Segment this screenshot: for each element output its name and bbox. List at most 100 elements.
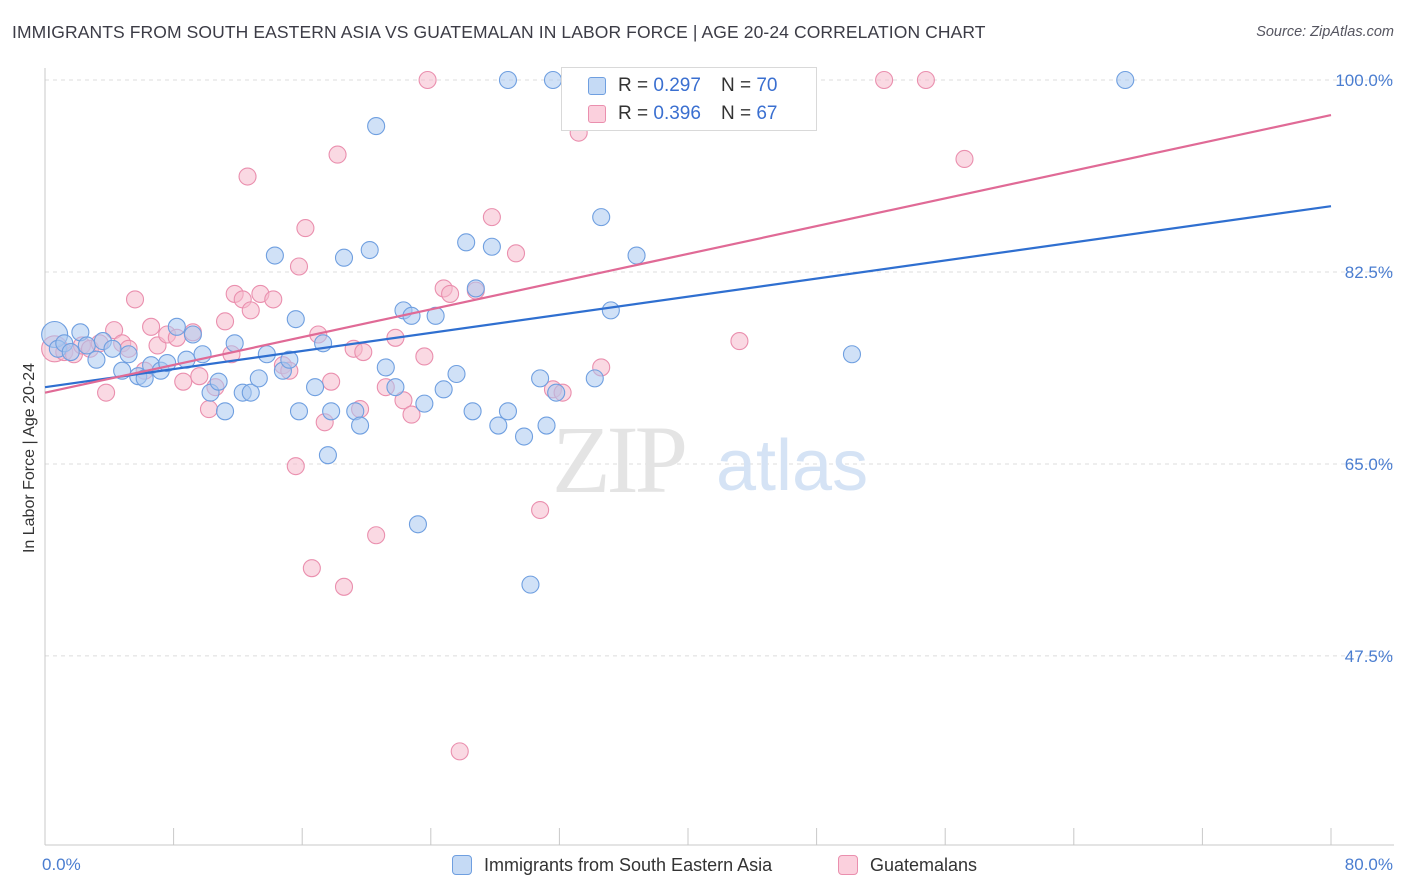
- sea-point: [547, 383, 566, 402]
- guatemalan-point: [415, 347, 434, 366]
- guatemalan-point: [506, 244, 526, 263]
- sea-point: [376, 358, 395, 377]
- sea-point: [537, 416, 556, 435]
- sea-point: [225, 334, 244, 353]
- sea-point: [334, 248, 354, 267]
- sea-point: [209, 372, 228, 391]
- y-axis-label: In Labor Force | Age 20-24: [21, 363, 38, 553]
- legend-n-label: N =: [720, 103, 752, 124]
- legend-swatch-guatemalans: [588, 105, 606, 123]
- guatemalan-point: [286, 457, 305, 476]
- sea-point: [447, 364, 466, 384]
- sea-point: [498, 402, 518, 421]
- sea-point: [585, 369, 604, 388]
- guatemalan-point: [354, 343, 373, 362]
- sea-point: [482, 237, 501, 256]
- sea-point: [351, 416, 370, 435]
- bottom-legend-label-sea: Immigrants from South Eastern Asia: [484, 854, 773, 875]
- sea-point: [61, 343, 80, 362]
- guatemalan-point: [441, 284, 460, 303]
- legend-r-label: R =: [618, 75, 649, 96]
- sea-point: [627, 246, 646, 265]
- sea-point: [306, 378, 325, 397]
- guatemalan-point: [875, 70, 894, 90]
- guatemalan-point: [125, 290, 145, 309]
- sea-trend-line: [44, 205, 1332, 389]
- bottom-legend-label-guatemalans: Guatemalans: [870, 854, 978, 875]
- guatemalan-point: [264, 290, 283, 309]
- guatemalan-point: [302, 559, 321, 578]
- sea-point: [489, 416, 508, 435]
- legend-swatch-sea: [588, 77, 606, 95]
- guatemalan-point: [296, 219, 315, 238]
- sea-point: [463, 402, 482, 421]
- grid-layer: [45, 79, 1394, 657]
- sea-point: [77, 336, 96, 355]
- sea-point: [183, 325, 202, 344]
- trend-lines: [44, 114, 1332, 394]
- legend-r-value: 0.297: [653, 75, 701, 96]
- watermark-zip: ZIP: [552, 406, 685, 513]
- sea-point: [842, 345, 862, 364]
- guatemalan-point: [142, 317, 161, 336]
- bottom-legend-sea: Immigrants from South Eastern Asia: [452, 852, 772, 878]
- guatemalan-point: [334, 577, 354, 596]
- sea-point: [415, 394, 434, 413]
- sea-point: [280, 350, 299, 369]
- guatemalan-point: [482, 208, 501, 227]
- legend-n-label: N =: [720, 75, 752, 96]
- y-tick-label: 100.0%: [1335, 71, 1393, 90]
- guatemalan-point: [289, 257, 309, 276]
- guatemalan-point: [241, 301, 260, 320]
- sea-point: [367, 117, 386, 136]
- y-tick-label: 47.5%: [1345, 647, 1393, 666]
- legend-r-label: R =: [618, 103, 649, 124]
- sea-point: [249, 369, 268, 388]
- bottom-legend-swatch-guatemalans: [838, 855, 858, 875]
- sea-point: [531, 369, 550, 388]
- correlation-legend: R = 0.297 N = 70 R = 0.396 N = 67: [561, 67, 817, 131]
- sea-point: [103, 339, 122, 358]
- bottom-legend-swatch-sea: [452, 855, 472, 875]
- bottom-legend-guatemalans: Guatemalans: [838, 852, 977, 878]
- x-tick-label: 0.0%: [42, 855, 81, 874]
- legend-n-value: 70: [756, 75, 778, 96]
- sea-point: [498, 70, 518, 90]
- guatemalan-point: [215, 312, 235, 331]
- sea-point: [87, 350, 106, 369]
- sea-point: [286, 310, 305, 329]
- sea-point: [215, 402, 235, 421]
- guatemalan-point: [367, 526, 386, 545]
- guatemalan-point: [174, 372, 193, 391]
- sea-points: [41, 70, 1135, 594]
- legend-row-sea: R = 0.297 N = 70: [562, 72, 777, 100]
- guatemalan-point: [322, 372, 341, 391]
- source-label: Source: ZipAtlas.com: [1256, 24, 1394, 40]
- sea-point: [1116, 70, 1135, 90]
- sea-point: [360, 240, 379, 260]
- guatemalan-point: [916, 70, 935, 90]
- legend-row-guatemalans: R = 0.396 N = 67: [562, 100, 777, 128]
- guatemalan-point: [402, 405, 421, 424]
- sea-point: [167, 317, 186, 336]
- legend-n-value: 67: [756, 103, 778, 124]
- guatemalan-point: [190, 367, 209, 386]
- guatemalan-point: [238, 167, 257, 186]
- chart-title: IMMIGRANTS FROM SOUTH EASTERN ASIA VS GU…: [12, 22, 986, 42]
- sea-point: [408, 515, 427, 534]
- guatemalan-point: [418, 70, 437, 90]
- tick-labels: 47.5% 65.0% 82.5% 100.0% 0.0% 80.0%: [42, 71, 1393, 874]
- sea-point: [241, 383, 260, 402]
- guatemalan-point: [97, 383, 116, 402]
- guatemalan-point: [730, 332, 749, 351]
- sea-point: [466, 279, 485, 298]
- guatemalan-point: [955, 149, 974, 169]
- sea-point: [592, 208, 611, 227]
- guatemalan-point: [531, 500, 550, 520]
- guatemalan-point: [105, 321, 124, 340]
- guatemalan-point: [450, 742, 469, 761]
- y-tick-label: 82.5%: [1345, 263, 1393, 282]
- sea-point: [322, 402, 341, 421]
- guatemalan-point: [394, 391, 413, 410]
